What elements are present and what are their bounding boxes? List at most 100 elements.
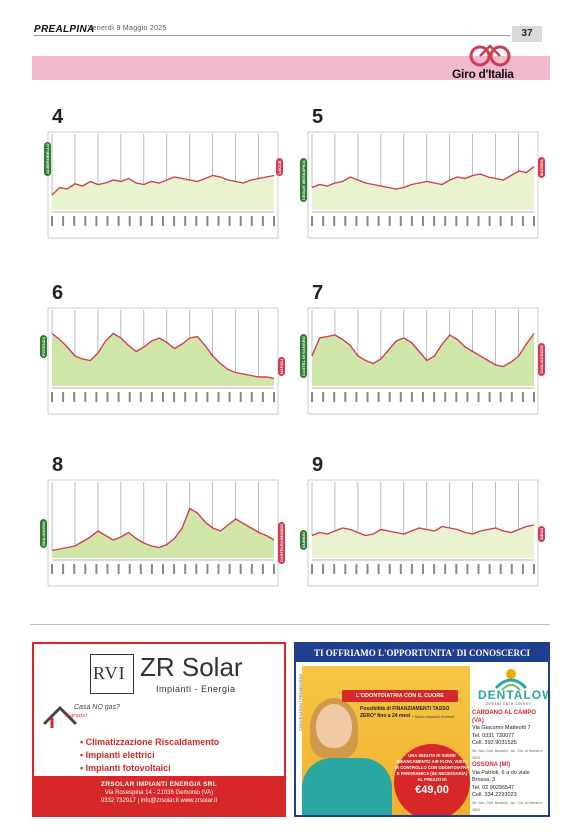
- distance-tick: [150, 216, 153, 226]
- ad-zr-solar[interactable]: RVI ZR Solar Impianti - Energia Casa NO …: [32, 642, 286, 817]
- stage-profile: [307, 479, 539, 587]
- distance-tick: [139, 216, 142, 226]
- distance-tick: [51, 392, 53, 402]
- stage-profile: [47, 131, 279, 239]
- stage-card-5: 5 CEGLIE MESSAPICA MATERA: [294, 106, 550, 246]
- stage-start-label: GIULIANOVA: [40, 519, 47, 548]
- distance-tick: [84, 564, 87, 574]
- distance-tick: [466, 392, 469, 402]
- distance-tick: [106, 392, 109, 402]
- location-line[interactable]: Cell. 334.2293023: [472, 792, 517, 798]
- distance-tick: [510, 564, 513, 574]
- profile-fill: [312, 166, 534, 210]
- zr-tagline-2: Si grazie!: [64, 713, 88, 719]
- distance-tick: [51, 216, 53, 226]
- distance-tick: [366, 392, 369, 402]
- distance-tick: [366, 216, 369, 226]
- stage-start-label: CEGLIE MESSAPICA: [300, 158, 307, 202]
- distance-tick: [499, 564, 502, 574]
- stage-card-7: 7 CASTEL DI SANGRO TAGLIACOZZO: [294, 282, 550, 422]
- stage-end-label: CASTELRAIMONDO: [278, 521, 285, 564]
- distance-tick: [139, 392, 142, 402]
- distance-tick: [477, 564, 480, 574]
- distance-tick: [150, 392, 153, 402]
- profile-fill: [52, 333, 274, 386]
- distance-tick: [399, 392, 402, 402]
- distance-tick: [73, 216, 76, 226]
- distance-tick: [533, 564, 535, 574]
- dateline: Venerdì 9 Maggio 2025: [88, 25, 167, 32]
- dentalow-tagline: dental care center: [486, 701, 532, 706]
- distance-tick: [533, 392, 535, 402]
- distance-tick: [261, 392, 264, 402]
- distance-tick: [311, 564, 313, 574]
- distance-tick: [333, 216, 336, 226]
- list-item: Impianti fotovoltaici: [80, 762, 219, 775]
- stage-profile: [47, 479, 279, 587]
- dentalow-logo-icon: [494, 669, 528, 691]
- stage-end-label: MATERA: [538, 157, 545, 178]
- profile-fill: [52, 175, 274, 210]
- distance-tick: [344, 216, 347, 226]
- stage-profile: [307, 131, 539, 239]
- zr-services-list: Climatizzazione Riscaldamento Impianti e…: [80, 736, 220, 775]
- distance-tick: [466, 564, 469, 574]
- location-line[interactable]: Tel. 0331 730077: [472, 732, 515, 739]
- distance-tick: [355, 216, 358, 226]
- location-line[interactable]: Cell. 392.9031525: [472, 740, 517, 746]
- location-line: Via Patrioti, 6 a do viale Brossa, 3: [472, 769, 530, 784]
- stage-end-label: TAGLIACOZZO: [538, 343, 545, 376]
- promo-text: UNA SEDUTA DI IGIENE SBIANCAMENTO AIR FL…: [394, 753, 470, 782]
- house-icon: [42, 705, 78, 728]
- masthead: PREALPINA: [34, 24, 95, 35]
- distance-tick: [84, 392, 87, 402]
- section-divider: [30, 624, 550, 625]
- distance-tick: [311, 216, 313, 226]
- distance-tick: [399, 216, 402, 226]
- distance-tick: [477, 392, 480, 402]
- distance-tick: [95, 392, 98, 402]
- profile-frame: [47, 131, 279, 239]
- profile-fill: [52, 508, 274, 558]
- distance-tick: [250, 564, 253, 574]
- location-line[interactable]: Tel. 02 90296547: [472, 784, 515, 791]
- profile-line: [311, 165, 535, 190]
- stage-number: 5: [312, 106, 324, 128]
- dental-financing: Possibilità di FINANZIAMENTI TASSO ZERO*…: [360, 706, 450, 719]
- distance-tick: [488, 216, 491, 226]
- distance-tick: [228, 216, 231, 226]
- distance-tick: [521, 564, 524, 574]
- distance-tick: [239, 392, 242, 402]
- profile-line: [311, 333, 535, 368]
- location-ossona: OSSONA (MI) Via Patrioti, 6 a do viale B…: [472, 762, 548, 815]
- distance-tick: [117, 564, 120, 574]
- distance-tick: [62, 216, 65, 226]
- distance-tick: [477, 216, 480, 226]
- zr-address: Via Rosespina 14 - 21036 Gemonio (VA): [104, 790, 214, 796]
- zr-contacts[interactable]: 0332 732917 | info@zrsolar.it www.zrsola…: [100, 798, 218, 804]
- distance-tick: [399, 564, 402, 574]
- distance-tick: [510, 216, 513, 226]
- stage-card-9: 9 GUBBIO SIENA: [294, 454, 550, 594]
- zr-footer: ZRSOLAR IMPIANTI ENERGIA SRL Via Rosespi…: [34, 776, 284, 815]
- distance-tick: [173, 564, 176, 574]
- location-note: Dir. San. Dott. Bonfanti - Isc. Ord. di …: [472, 800, 544, 813]
- distance-tick: [173, 216, 176, 226]
- distance-tick: [444, 392, 447, 402]
- distance-tick: [184, 564, 187, 574]
- profile-line: [51, 332, 275, 380]
- page-number: 37: [512, 26, 542, 42]
- stage-start-label: GUBBIO: [300, 530, 307, 550]
- dental-vertical-note: CONVENZIONI / PROMOZIONI: [298, 674, 303, 731]
- distance-tick: [228, 564, 231, 574]
- distance-tick: [433, 564, 436, 574]
- zr-brand-name: ZR Solar: [140, 652, 243, 682]
- profile-line: [311, 524, 535, 537]
- distance-tick: [62, 564, 65, 574]
- ad-dentalow[interactable]: TI OFFRIAMO L'OPPORTUNITA' DI CONOSCERCI…: [294, 642, 550, 817]
- distance-tick: [95, 216, 98, 226]
- distance-tick: [139, 564, 142, 574]
- distance-tick: [322, 216, 325, 226]
- distance-tick: [195, 564, 198, 574]
- distance-tick: [344, 564, 347, 574]
